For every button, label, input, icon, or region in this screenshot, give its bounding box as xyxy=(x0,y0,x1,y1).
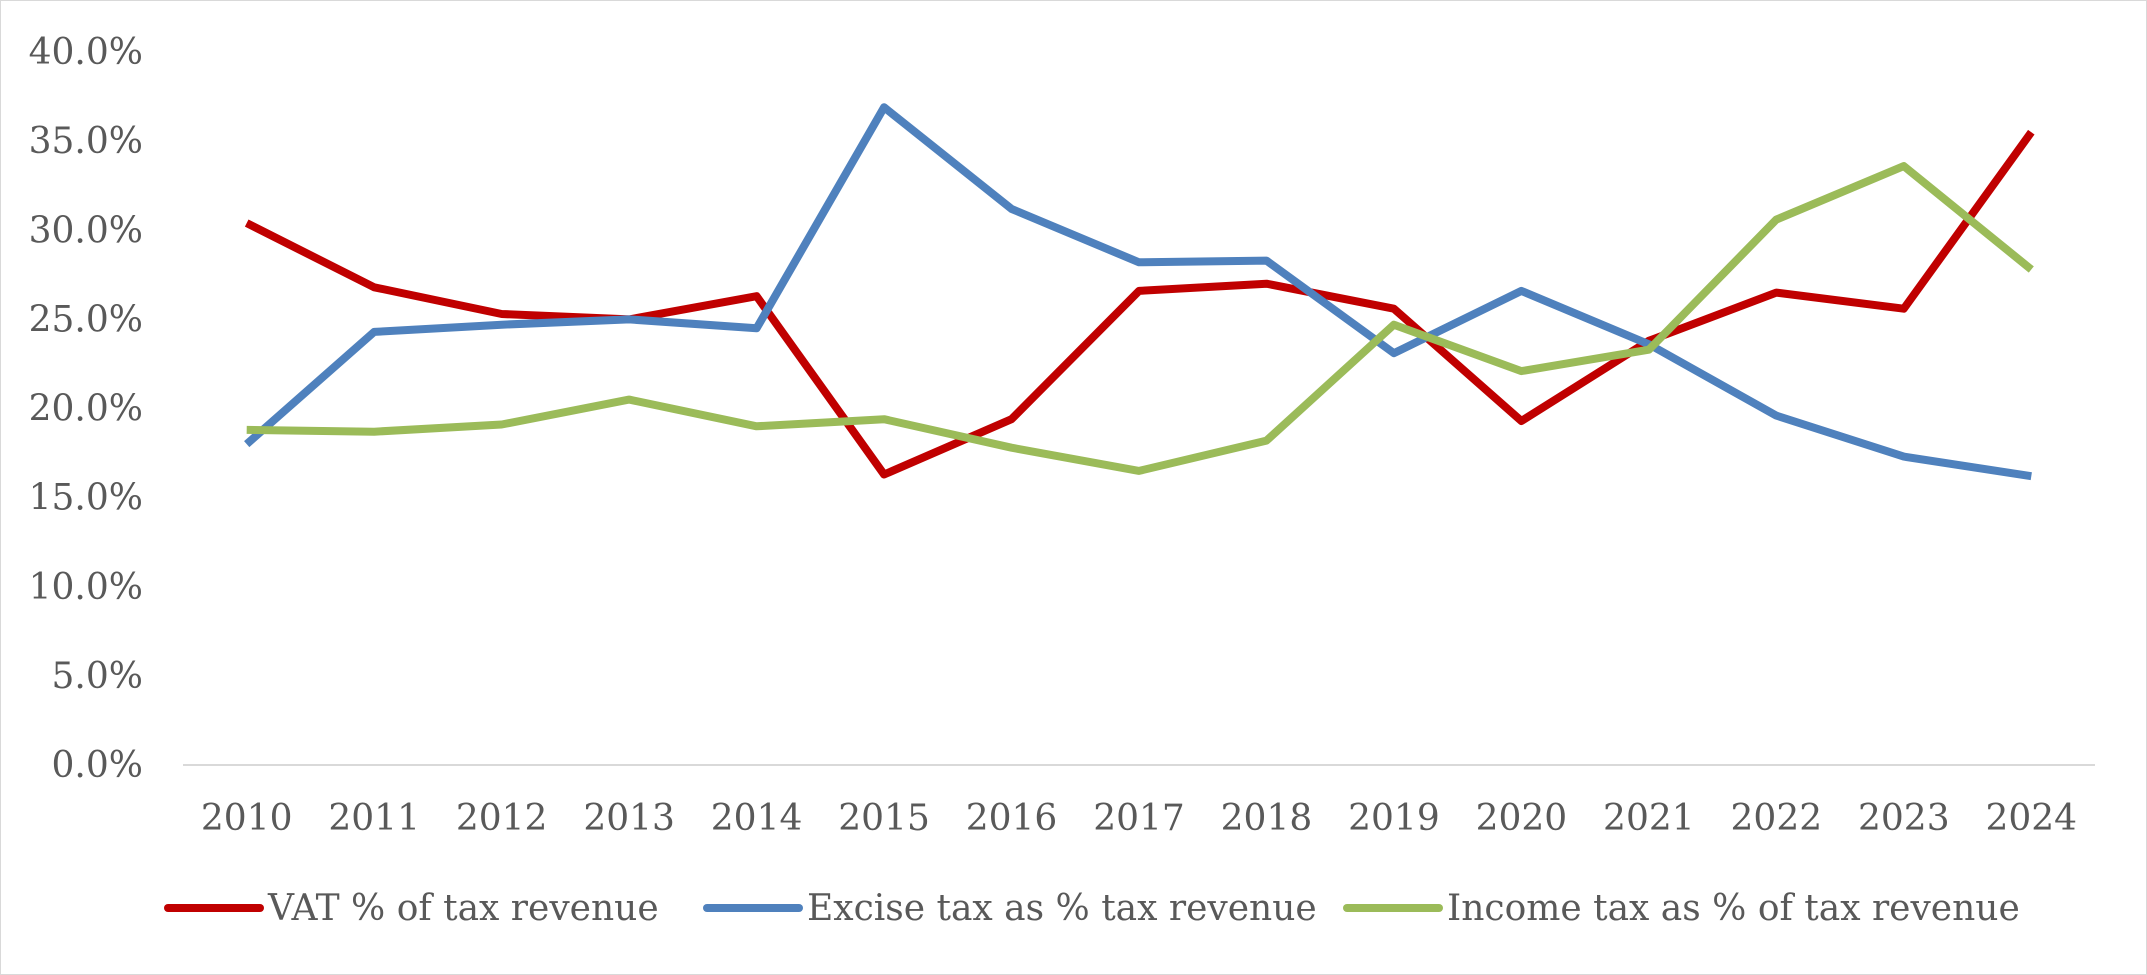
x-tick-label: 2019 xyxy=(1348,798,1440,839)
y-tick-label: 15.0% xyxy=(29,478,143,519)
legend-label-1: VAT % of tax revenue xyxy=(267,888,659,929)
y-tick-label: 30.0% xyxy=(29,210,143,251)
x-tick-label: 2018 xyxy=(1221,798,1313,839)
legend: VAT % of tax revenue Excise tax as % tax … xyxy=(164,888,2020,929)
x-tick-label: 2010 xyxy=(201,798,293,839)
y-tick-label: 25.0% xyxy=(29,299,143,340)
series-line-2 xyxy=(244,103,2032,481)
y-tick-label: 5.0% xyxy=(52,656,143,697)
x-tick-label: 2012 xyxy=(456,798,548,839)
x-axis-ticks: 2010 2011 2012 2013 2014 2015 2016 2017 2018 2019… xyxy=(201,798,2077,839)
series-lines xyxy=(244,103,2035,481)
y-tick-label: 20.0% xyxy=(29,389,143,430)
y-tick-label: 10.0% xyxy=(29,567,143,608)
series-line-1 xyxy=(244,129,2035,479)
y-axis-ticks: 0.0% 5.0% 10.0% 15.0% 20.0% 25.0% 30.0% 35.0% 40… xyxy=(29,32,143,786)
x-tick-label: 2014 xyxy=(711,798,803,839)
y-tick-label: 40.0% xyxy=(29,32,143,73)
x-tick-label: 2013 xyxy=(583,798,675,839)
series-line-3 xyxy=(246,162,2034,475)
x-tick-label: 2022 xyxy=(1731,798,1823,839)
x-tick-label: 2016 xyxy=(966,798,1058,839)
x-tick-label: 2023 xyxy=(1858,798,1950,839)
legend-label-3: Income tax as % of tax revenue xyxy=(1447,888,2020,929)
legend-label-2: Excise tax as % tax revenue xyxy=(807,888,1317,929)
x-tick-label: 2015 xyxy=(838,798,930,839)
y-tick-label: 35.0% xyxy=(29,121,143,162)
x-tick-label: 2021 xyxy=(1603,798,1695,839)
y-tick-label: 0.0% xyxy=(52,745,143,786)
x-tick-label: 2024 xyxy=(1985,798,2077,839)
x-tick-label: 2020 xyxy=(1476,798,1568,839)
x-tick-label: 2011 xyxy=(328,798,420,839)
x-tick-label: 2017 xyxy=(1093,798,1185,839)
